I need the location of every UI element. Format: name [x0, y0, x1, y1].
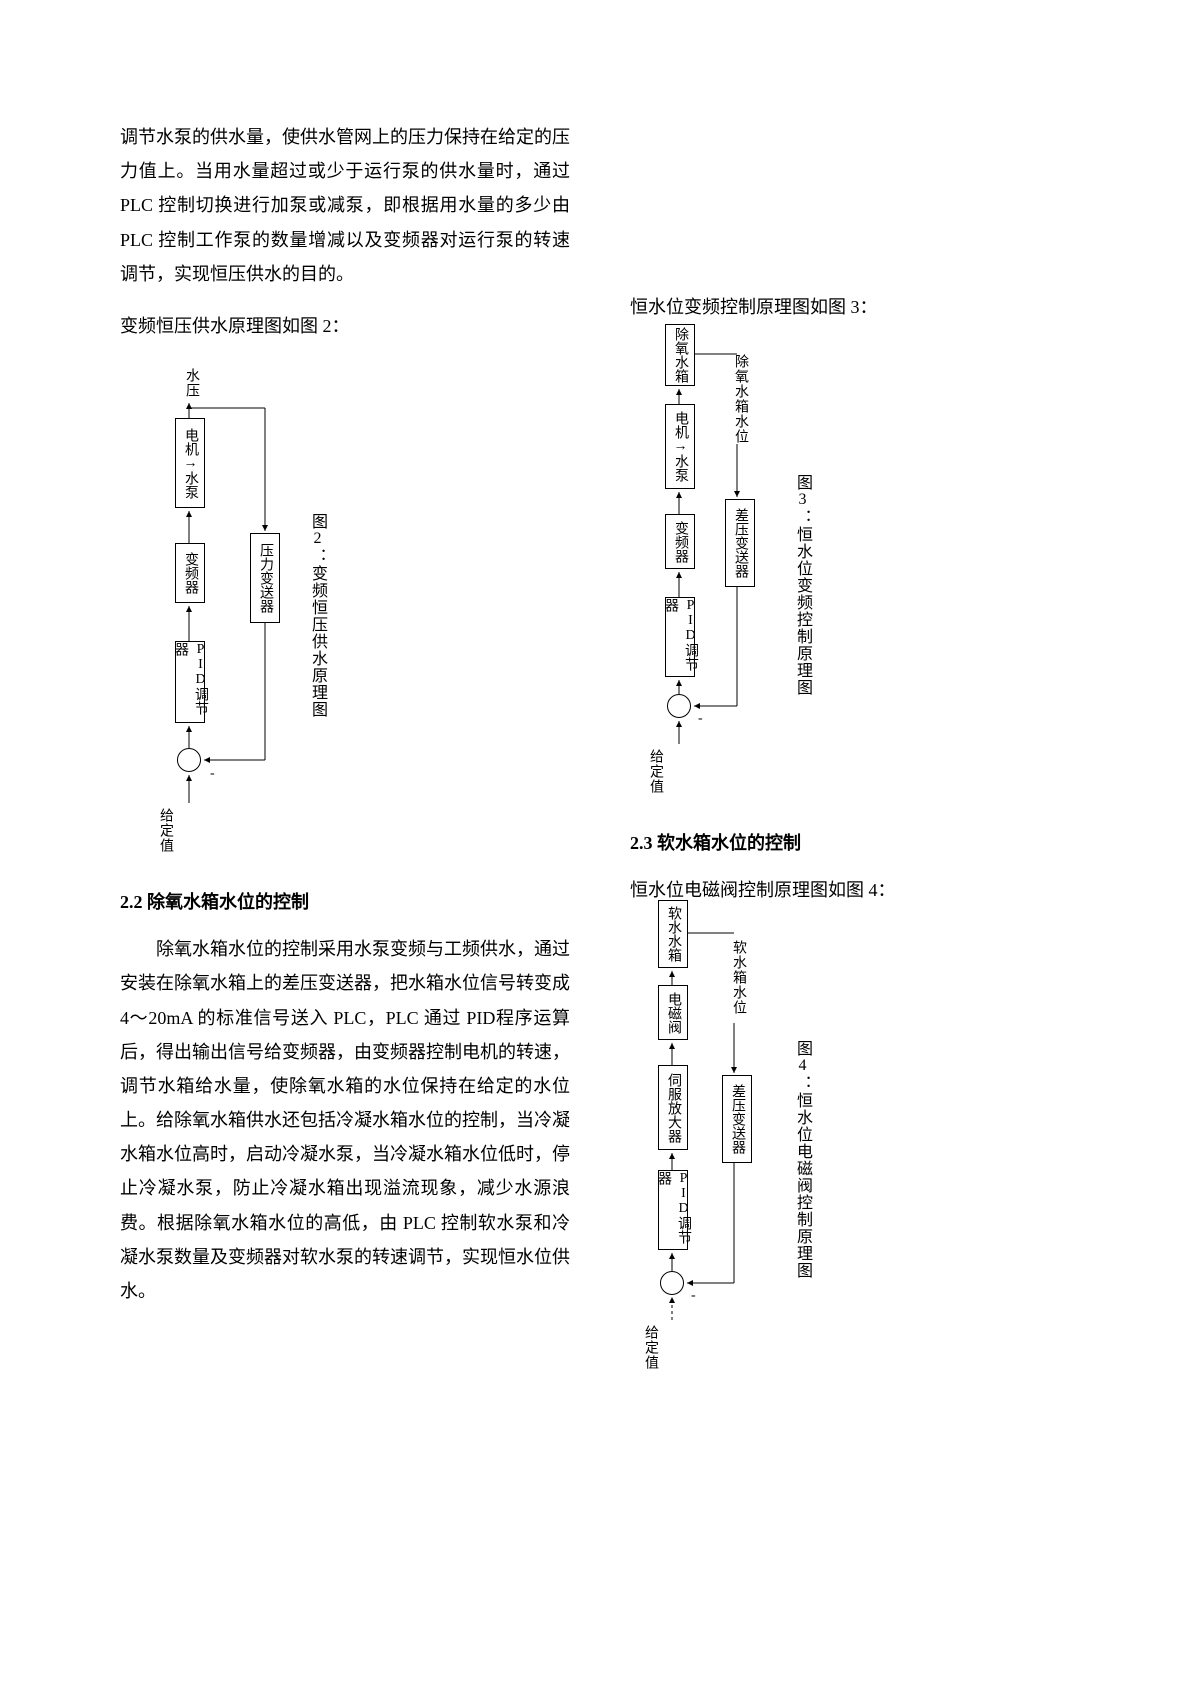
right-column: 恒水位变频控制原理图如图 3： 给定值 PID调节器 变频器 电机→水泵 除氧水… [630, 120, 1080, 1405]
diagram4-pid-block: PID调节器 [658, 1170, 688, 1250]
diagram3-pid-block: PID调节器 [665, 597, 695, 677]
diagram2-motor-pump-block: 电机→水泵 [175, 418, 205, 508]
section-2-3-body: 恒水位电磁阀控制原理图如图 4： [630, 873, 1080, 907]
svg-text:-: - [691, 1288, 696, 1303]
diagram2-caption: 图2：变频恒压供水原理图 [305, 513, 329, 718]
diagram2-output-label: 水压 [181, 368, 201, 398]
diagram2-pid-block: PID调节器 [175, 641, 205, 723]
diagram3-level-label: 除氧水箱水位 [730, 354, 750, 444]
diagram2-setpoint-label: 给定值 [155, 808, 175, 853]
diagram3-tank-block: 除氧水箱 [665, 324, 695, 386]
left-column: 调节水泵的供水量，使供水管网上的压力保持在给定的压力值上。当用水量超过或少于运行… [120, 120, 570, 1405]
diagram3-feedback-block: 差压变送器 [725, 499, 755, 587]
diagram2-vfd-block: 变频器 [175, 543, 205, 603]
diagram2-feedback-block: 压力变送器 [250, 533, 280, 623]
figure2-intro: 变频恒压供水原理图如图 2： [120, 309, 570, 343]
diagram-2: 给定值 PID调节器 变频器 电机→水泵 水压 压力变送器 图2：变频恒压供水原… [120, 363, 570, 863]
diagram4-arrows: - [630, 925, 1080, 1385]
diagram-3: 给定值 PID调节器 变频器 电机→水泵 除氧水箱 除氧水箱水位 差压变送器 图… [630, 344, 1080, 804]
diagram4-level-label: 软水箱水位 [728, 940, 748, 1015]
section-2-3-title: 2.3 软水箱水位的控制 [630, 829, 1080, 855]
svg-text:-: - [698, 711, 703, 726]
diagram4-tank-block: 软水水箱 [658, 900, 688, 968]
diagram4-valve-block: 电磁阀 [658, 985, 688, 1040]
intro-paragraph: 调节水泵的供水量，使供水管网上的压力保持在给定的压力值上。当用水量超过或少于运行… [120, 120, 570, 291]
figure3-intro: 恒水位变频控制原理图如图 3： [630, 290, 1080, 324]
diagram-4: 给定值 PID调节器 伺服放大器 电磁阀 软水水箱 软水箱水位 差压变送器 图4… [630, 925, 1080, 1385]
section-2-2-body: 除氧水箱水位的控制采用水泵变频与工频供水，通过安装在除氧水箱上的差压变送器，把水… [120, 932, 570, 1308]
diagram4-setpoint-label: 给定值 [640, 1325, 660, 1370]
two-column-layout: 调节水泵的供水量，使供水管网上的压力保持在给定的压力值上。当用水量超过或少于运行… [120, 120, 1080, 1405]
diagram2-summing-junction [177, 748, 201, 772]
diagram4-summing-junction [660, 1271, 684, 1295]
diagram3-motor-pump-block: 电机→水泵 [665, 404, 695, 489]
diagram4-caption: 图4：恒水位电磁阀控制原理图 [790, 1040, 814, 1279]
diagram4-amp-block: 伺服放大器 [658, 1065, 688, 1150]
diagram3-caption: 图3：恒水位变频控制原理图 [790, 474, 814, 696]
diagram3-vfd-block: 变频器 [665, 514, 695, 569]
diagram3-arrows: - [630, 344, 1080, 804]
diagram4-feedback-block: 差压变送器 [722, 1075, 752, 1163]
diagram3-setpoint-label: 给定值 [645, 749, 665, 794]
diagram3-summing-junction [667, 694, 691, 718]
section-2-2-title: 2.2 除氧水箱水位的控制 [120, 888, 570, 914]
